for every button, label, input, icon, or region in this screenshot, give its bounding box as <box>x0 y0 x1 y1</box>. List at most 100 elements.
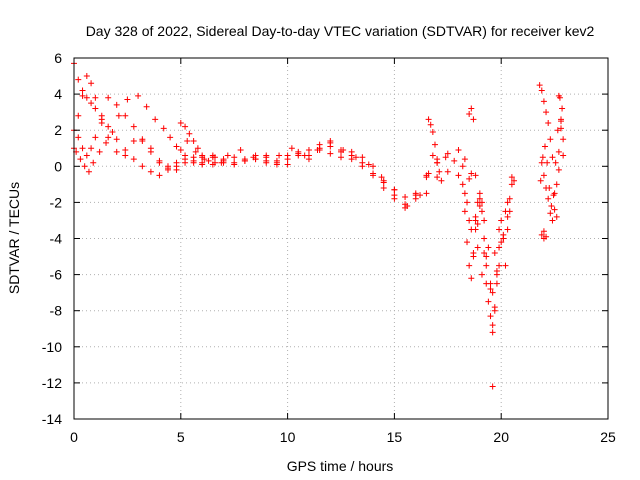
data-points <box>71 60 567 390</box>
data-point <box>442 154 449 161</box>
series-track-f <box>425 116 445 184</box>
data-point <box>472 217 479 224</box>
data-point <box>558 116 565 123</box>
data-point <box>476 195 483 202</box>
data-point <box>370 170 377 177</box>
y-tick-label: -12 <box>42 375 62 391</box>
data-point <box>288 145 295 152</box>
data-point <box>500 235 507 242</box>
data-point <box>466 262 473 269</box>
data-point <box>186 130 193 137</box>
data-point <box>194 145 201 152</box>
data-point <box>431 141 438 148</box>
data-point <box>461 156 468 163</box>
data-point <box>250 154 257 161</box>
data-point <box>545 119 552 126</box>
data-point <box>164 165 171 172</box>
data-point <box>560 136 567 143</box>
data-point <box>90 159 97 166</box>
series-track-c <box>71 94 479 202</box>
data-point <box>464 199 471 206</box>
series-outlier <box>489 383 496 390</box>
data-point <box>511 177 518 184</box>
data-point <box>478 271 485 278</box>
data-point <box>504 199 511 206</box>
data-point <box>461 190 468 197</box>
data-point <box>314 147 321 154</box>
data-point <box>464 239 471 246</box>
data-point <box>485 244 492 251</box>
data-point <box>536 82 543 89</box>
data-point <box>538 87 545 94</box>
data-point <box>555 92 562 99</box>
data-point <box>177 147 184 154</box>
x-axis-label: GPS time / hours <box>287 458 394 474</box>
data-point <box>370 163 377 170</box>
data-point <box>470 116 477 123</box>
data-point <box>173 143 180 150</box>
data-point <box>555 148 562 155</box>
data-point <box>105 134 112 141</box>
x-tick-label: 15 <box>387 429 403 445</box>
data-point <box>190 154 197 161</box>
data-point <box>301 152 308 159</box>
data-point <box>466 110 473 117</box>
data-point <box>429 152 436 159</box>
data-point <box>295 150 302 157</box>
data-point <box>434 156 441 163</box>
data-point <box>541 143 548 150</box>
data-point <box>496 244 503 251</box>
data-point <box>504 226 511 233</box>
data-point <box>468 226 475 233</box>
data-point <box>461 208 468 215</box>
data-point <box>508 181 515 188</box>
data-point <box>182 152 189 159</box>
data-point <box>455 147 462 154</box>
y-tick-label: -10 <box>42 339 62 355</box>
data-point <box>489 383 496 390</box>
data-point <box>491 304 498 311</box>
data-point <box>113 136 120 143</box>
y-tick-label: -8 <box>50 303 63 319</box>
y-axis-label: SDTVAR / TECUs <box>6 182 22 294</box>
data-point <box>83 152 90 159</box>
data-point <box>305 147 312 154</box>
data-point <box>380 184 387 191</box>
data-point <box>237 147 244 154</box>
data-point <box>327 150 334 157</box>
x-tick-label: 10 <box>280 429 296 445</box>
data-point <box>241 156 248 163</box>
data-point <box>553 181 560 188</box>
data-point <box>549 154 556 161</box>
data-point <box>391 192 398 199</box>
data-point <box>543 233 550 240</box>
data-point <box>429 129 436 136</box>
y-tick-label: -6 <box>50 267 63 283</box>
data-point <box>92 94 99 101</box>
data-point <box>481 235 488 242</box>
data-point <box>79 87 86 94</box>
data-point <box>92 134 99 141</box>
data-point <box>156 172 163 179</box>
data-point <box>423 190 430 197</box>
data-point <box>156 159 163 166</box>
data-point <box>438 177 445 184</box>
data-point <box>493 280 500 287</box>
data-point <box>263 159 270 166</box>
data-point <box>553 213 560 220</box>
data-point <box>540 98 547 105</box>
data-point <box>444 150 451 157</box>
data-point <box>489 322 496 329</box>
data-point <box>190 159 197 166</box>
data-point <box>109 129 116 136</box>
data-point <box>444 168 451 175</box>
data-point <box>327 139 334 146</box>
data-point <box>124 96 131 103</box>
data-point <box>173 163 180 170</box>
data-point <box>182 159 189 166</box>
data-point <box>190 138 197 145</box>
data-point <box>177 119 184 126</box>
data-point <box>555 166 562 173</box>
data-point <box>98 119 105 126</box>
